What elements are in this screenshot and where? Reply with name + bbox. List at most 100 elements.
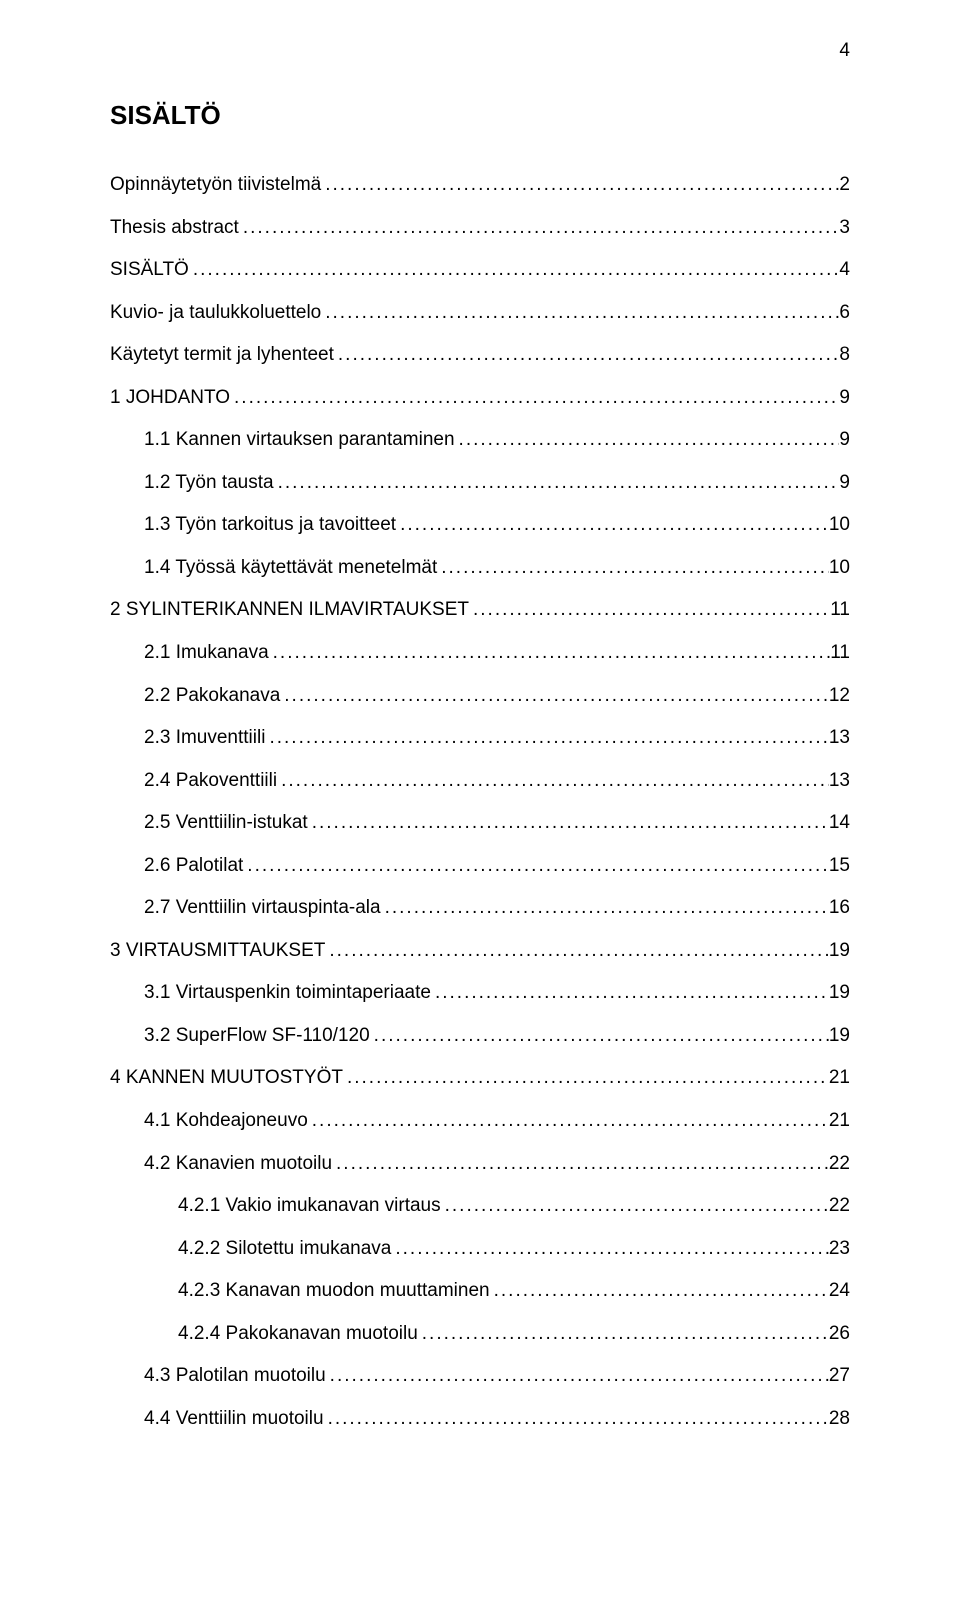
toc-entry-page: 9 (839, 384, 850, 412)
toc-entry-page: 28 (829, 1405, 850, 1433)
toc-entry: 4.4 Venttiilin muotoilu ................… (144, 1405, 850, 1433)
toc-leader-dots: ........................................… (343, 1064, 829, 1092)
toc-entry-label: 4.2 Kanavien muotoilu (144, 1150, 332, 1178)
toc-entry: 2.7 Venttiilin virtauspinta-ala ........… (144, 894, 850, 922)
toc-entry-page: 21 (829, 1107, 850, 1135)
toc-leader-dots: ........................................… (324, 1405, 829, 1433)
toc-leader-dots: ........................................… (391, 1235, 829, 1263)
toc-entry-page: 21 (829, 1064, 850, 1092)
toc-entry: 3.2 SuperFlow SF-110/120 ...............… (144, 1022, 850, 1050)
toc-entry-label: 1 JOHDANTO (110, 384, 230, 412)
toc-leader-dots: ........................................… (308, 809, 829, 837)
toc-entry-label: 2.7 Venttiilin virtauspinta-ala (144, 894, 381, 922)
toc-entry-page: 12 (829, 682, 850, 710)
toc-entry: 1.2 Työn tausta ........................… (144, 469, 850, 497)
toc-leader-dots: ........................................… (431, 979, 829, 1007)
toc-entry-label: 4.2.2 Silotettu imukanava (178, 1235, 391, 1263)
toc-entry-label: Thesis abstract (110, 214, 239, 242)
toc-entry: 2.4 Pakoventtiili ......................… (144, 767, 850, 795)
toc-entry-label: 2.3 Imuventtiili (144, 724, 265, 752)
toc-leader-dots: ........................................… (441, 1192, 829, 1220)
toc-entry-label: 3.1 Virtauspenkin toimintaperiaate (144, 979, 431, 1007)
toc-leader-dots: ........................................… (189, 256, 840, 284)
toc-entry-page: 19 (829, 979, 850, 1007)
toc-entry-page: 19 (829, 937, 850, 965)
toc-leader-dots: ........................................… (277, 767, 829, 795)
toc-entry-page: 3 (839, 214, 850, 242)
toc-entry: 4 KANNEN MUUTOSTYÖT.....................… (110, 1064, 850, 1092)
toc-leader-dots: ........................................… (332, 1150, 829, 1178)
toc-leader-dots: ........................................… (490, 1277, 829, 1305)
toc-entry: 2 SYLINTERIKANNEN ILMAVIRTAUKSET........… (110, 596, 850, 624)
toc-entry: 2.5 Venttiilin-istukat .................… (144, 809, 850, 837)
toc-entry-label: 1.3 Työn tarkoitus ja tavoitteet (144, 511, 396, 539)
toc-entry-page: 14 (829, 809, 850, 837)
toc-entry-label: 2.1 Imukanava (144, 639, 269, 667)
toc-entry-label: 4.2.3 Kanavan muodon muuttaminen (178, 1277, 490, 1305)
toc-entry-page: 27 (829, 1362, 850, 1390)
toc-entry-page: 11 (830, 639, 850, 667)
toc-entry-label: 4.3 Palotilan muotoilu (144, 1362, 326, 1390)
toc-heading: SISÄLTÖ (110, 100, 850, 131)
toc-leader-dots: ........................................… (243, 852, 829, 880)
toc-entry: SISÄLTÖ.................................… (110, 256, 850, 284)
toc-entry: 3.1 Virtauspenkin toimintaperiaate .....… (144, 979, 850, 1007)
toc-leader-dots: ........................................… (280, 682, 829, 710)
toc-entry: Käytetyt termit ja lyhenteet............… (110, 341, 850, 369)
toc-entry: 2.6 Palotilat ..........................… (144, 852, 850, 880)
toc-leader-dots: ........................................… (370, 1022, 829, 1050)
toc-entry-page: 22 (829, 1150, 850, 1178)
toc-entry: Thesis abstract.........................… (110, 214, 850, 242)
toc-leader-dots: ........................................… (418, 1320, 829, 1348)
toc-entry: 4.3 Palotilan muotoilu .................… (144, 1362, 850, 1390)
toc-entry-page: 9 (839, 469, 850, 497)
toc-entry-page: 4 (839, 256, 850, 284)
toc-leader-dots: ........................................… (469, 596, 830, 624)
toc-entry: 4.2.4 Pakokanavan muotoilu .............… (178, 1320, 850, 1348)
toc-entry-label: Käytetyt termit ja lyhenteet (110, 341, 334, 369)
toc-leader-dots: ........................................… (230, 384, 839, 412)
toc-entry-page: 9 (839, 426, 850, 454)
toc-leader-dots: ........................................… (334, 341, 840, 369)
toc-entry: 4.1 Kohdeajoneuvo ......................… (144, 1107, 850, 1135)
toc-entry-page: 24 (829, 1277, 850, 1305)
toc-entry: 3 VIRTAUSMITTAUKSET.....................… (110, 937, 850, 965)
toc-entry: 1.4 Työssä käytettävät menetelmät ......… (144, 554, 850, 582)
toc-entry-page: 15 (829, 852, 850, 880)
toc-leader-dots: ........................................… (308, 1107, 829, 1135)
toc-entry-label: 4.4 Venttiilin muotoilu (144, 1405, 324, 1433)
toc-entry-page: 13 (829, 724, 850, 752)
toc-entry-label: Kuvio- ja taulukkoluettelo (110, 299, 321, 327)
toc-entry-label: 2.4 Pakoventtiili (144, 767, 277, 795)
toc-leader-dots: ........................................… (437, 554, 829, 582)
toc-entry-page: 22 (829, 1192, 850, 1220)
toc-leader-dots: ........................................… (269, 639, 831, 667)
toc-leader-dots: ........................................… (239, 214, 840, 242)
toc-entry-page: 23 (829, 1235, 850, 1263)
toc-entry-page: 2 (839, 171, 850, 199)
toc-entry-label: 4.2.4 Pakokanavan muotoilu (178, 1320, 418, 1348)
toc-entry-label: 3.2 SuperFlow SF-110/120 (144, 1022, 370, 1050)
toc-entry-label: 3 VIRTAUSMITTAUKSET (110, 937, 325, 965)
toc-entry-label: 4.1 Kohdeajoneuvo (144, 1107, 308, 1135)
toc-entry: 4.2 Kanavien muotoilu ..................… (144, 1150, 850, 1178)
toc-leader-dots: ........................................… (274, 469, 840, 497)
toc-entry: 1 JOHDANTO..............................… (110, 384, 850, 412)
toc-entry: 4.2.3 Kanavan muodon muuttaminen .......… (178, 1277, 850, 1305)
toc-entry-label: 1.1 Kannen virtauksen parantaminen (144, 426, 455, 454)
toc-entry-label: 2.5 Venttiilin-istukat (144, 809, 308, 837)
toc-entry: 2.3 Imuventtiili .......................… (144, 724, 850, 752)
toc-entry-label: SISÄLTÖ (110, 256, 189, 284)
toc-entry-label: 4 KANNEN MUUTOSTYÖT (110, 1064, 343, 1092)
toc-entry-page: 11 (830, 596, 850, 624)
toc-entry: Kuvio- ja taulukkoluettelo..............… (110, 299, 850, 327)
toc-entry-label: 2.6 Palotilat (144, 852, 243, 880)
toc-leader-dots: ........................................… (396, 511, 829, 539)
toc-entry-page: 10 (829, 511, 850, 539)
toc-entry: 4.2.1 Vakio imukanavan virtaus .........… (178, 1192, 850, 1220)
toc-leader-dots: ........................................… (265, 724, 828, 752)
toc-leader-dots: ........................................… (381, 894, 829, 922)
page-number: 4 (839, 40, 850, 62)
table-of-contents: Opinnäytetyön tiivistelmä...............… (110, 171, 850, 1432)
toc-entry-page: 16 (829, 894, 850, 922)
